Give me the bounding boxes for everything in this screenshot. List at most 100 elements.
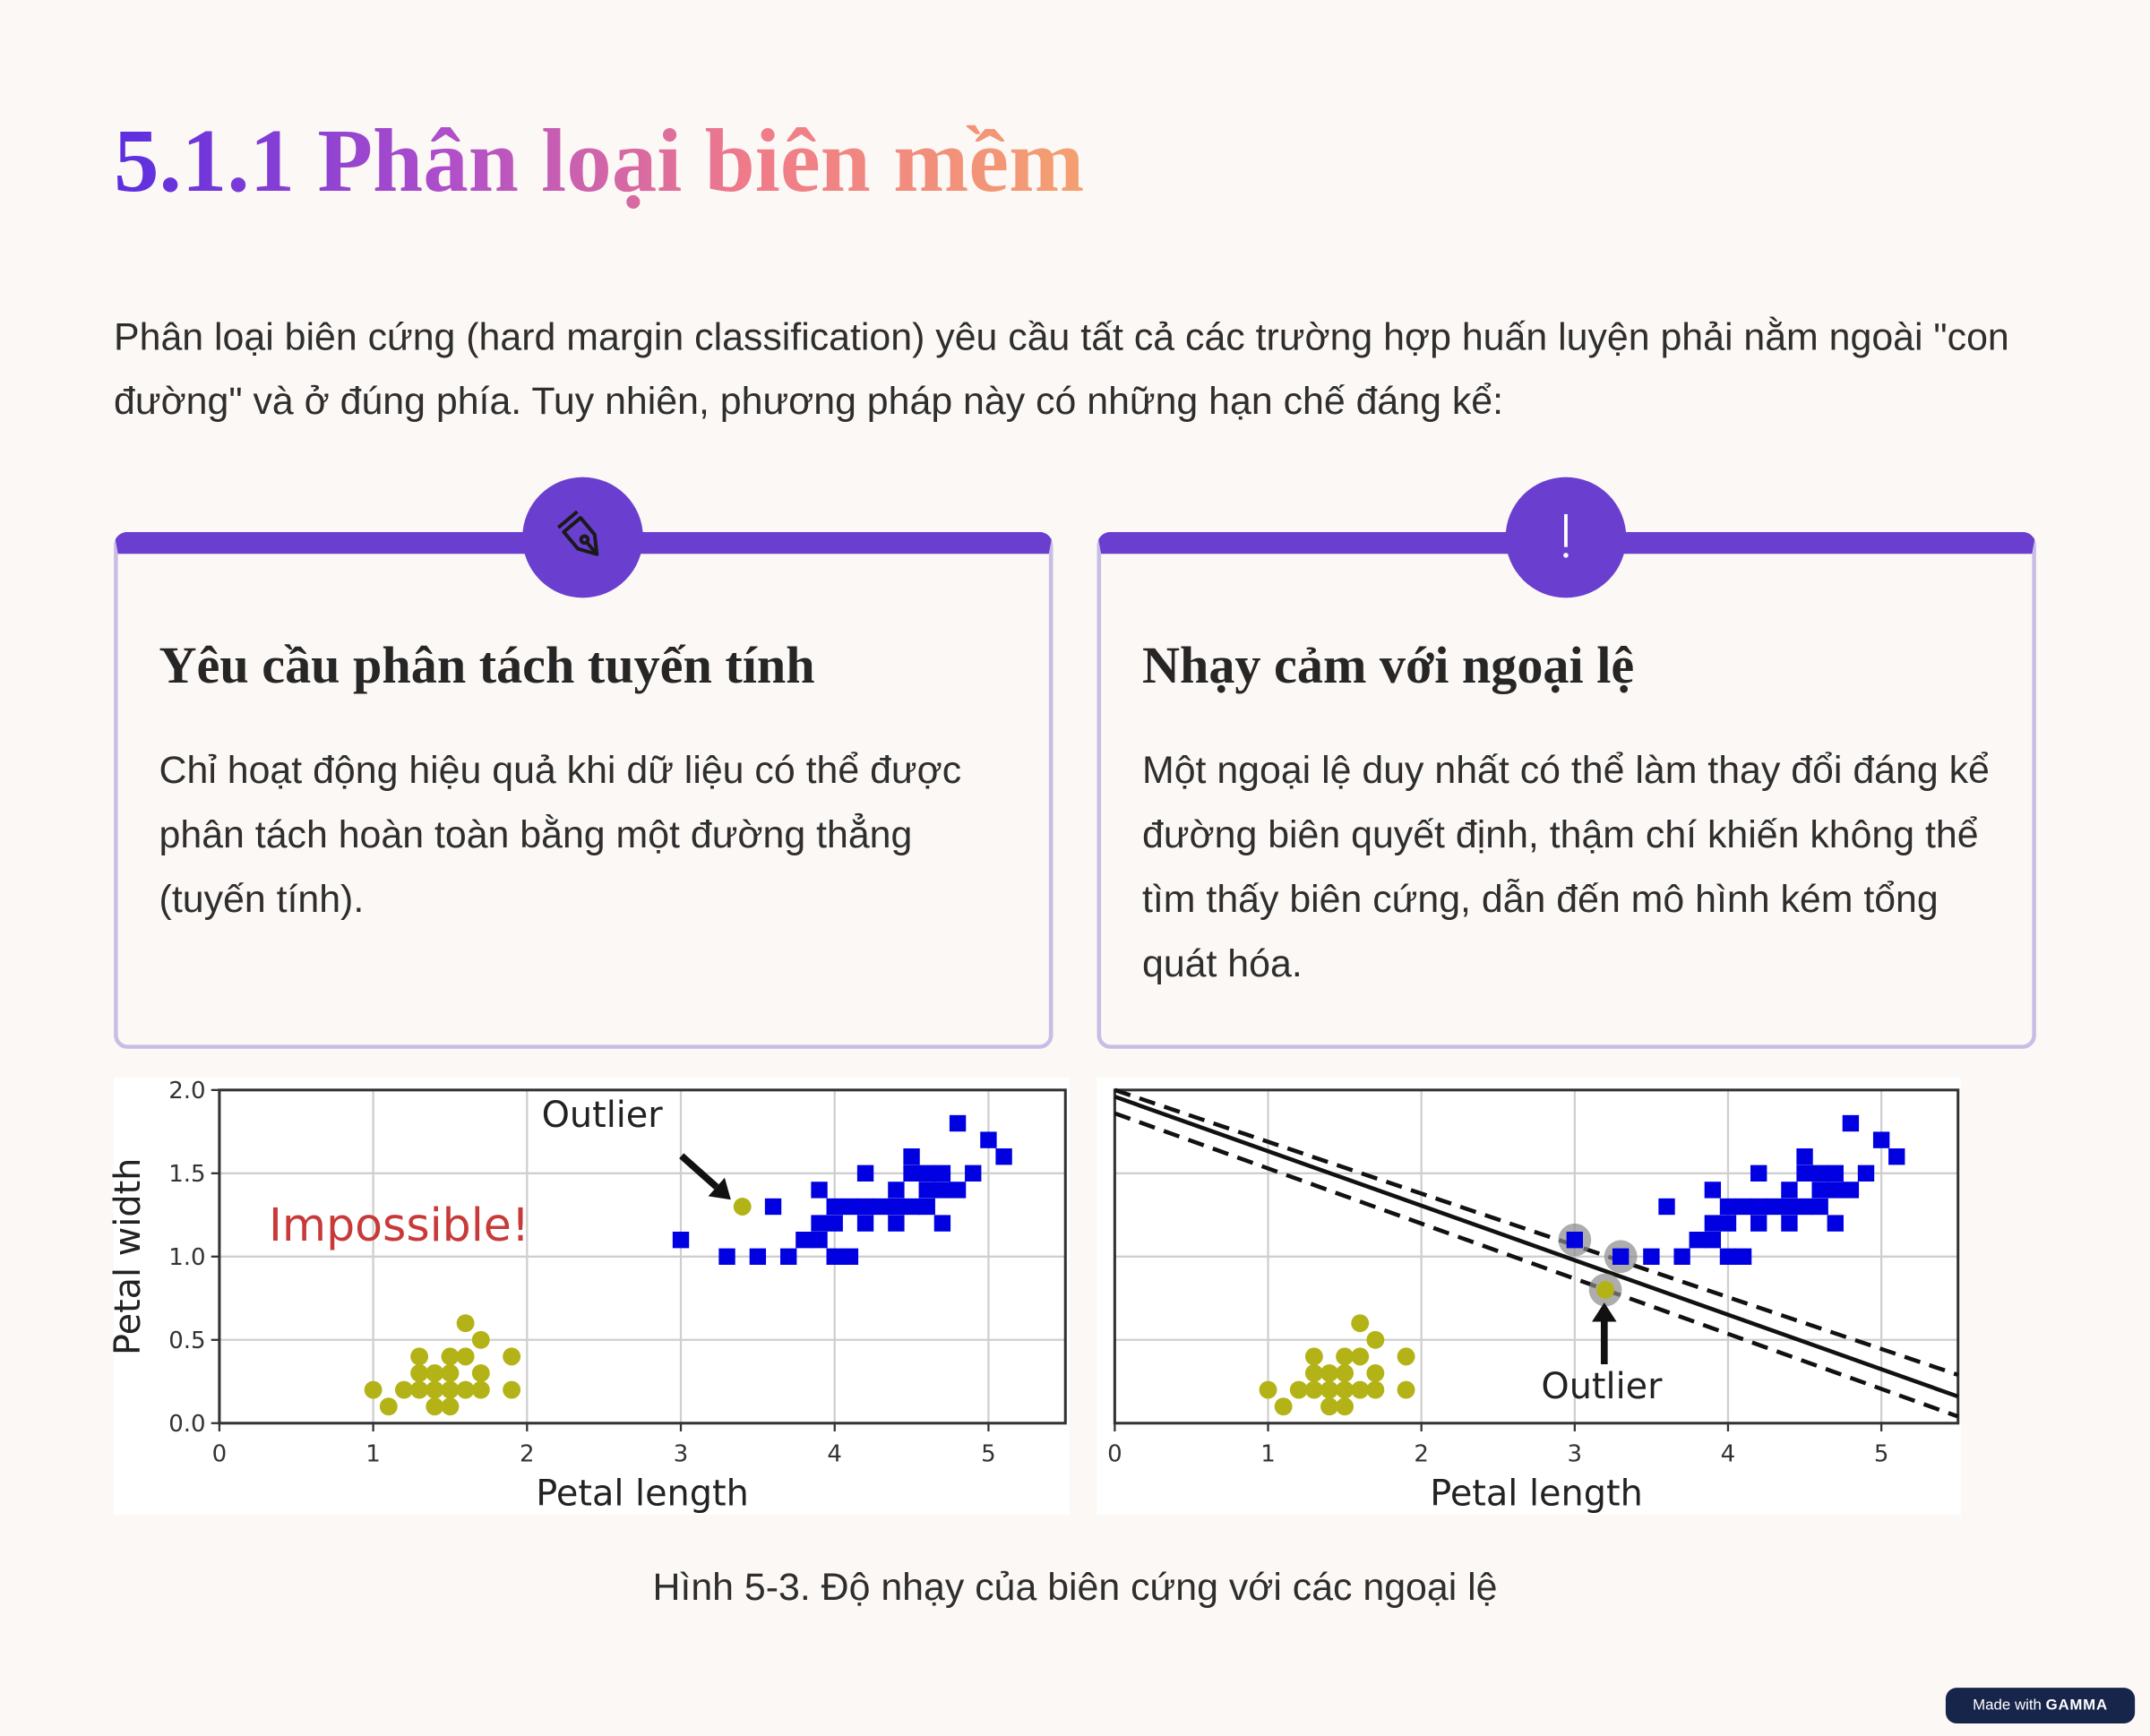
point <box>1336 1347 1354 1366</box>
point <box>471 1380 490 1399</box>
card-icon <box>522 477 643 598</box>
point <box>1704 1215 1722 1232</box>
point <box>426 1397 444 1416</box>
intro-text: Phân loại biên cứng (hard margin classif… <box>114 315 2009 423</box>
point <box>1689 1232 1706 1249</box>
point <box>1320 1397 1338 1416</box>
point <box>1796 1198 1813 1216</box>
point <box>1673 1248 1690 1265</box>
point <box>410 1347 429 1366</box>
point <box>1320 1364 1338 1382</box>
point <box>1781 1182 1798 1199</box>
point <box>888 1215 905 1232</box>
x-tick-label: 0 <box>1107 1441 1122 1468</box>
y-tick-label: 1.5 <box>168 1161 205 1188</box>
point <box>888 1182 905 1199</box>
x-tick-label: 4 <box>827 1441 842 1468</box>
point <box>995 1148 1012 1165</box>
point <box>1857 1164 1875 1182</box>
y-tick-label: 2.0 <box>168 1078 205 1104</box>
point <box>841 1248 859 1265</box>
point <box>1704 1182 1722 1199</box>
point <box>503 1347 521 1366</box>
point <box>410 1380 429 1399</box>
point <box>918 1182 935 1199</box>
point <box>933 1215 951 1232</box>
point <box>888 1198 905 1216</box>
point <box>1304 1364 1323 1382</box>
point <box>1781 1198 1798 1216</box>
x-axis-label: Petal length <box>536 1474 749 1515</box>
point <box>1304 1380 1323 1399</box>
card-icon <box>1505 477 1627 598</box>
point <box>856 1198 874 1216</box>
point <box>1796 1148 1813 1165</box>
point <box>903 1148 920 1165</box>
x-tick-label: 2 <box>1414 1441 1429 1468</box>
point <box>456 1380 475 1399</box>
point <box>826 1198 843 1216</box>
point <box>441 1397 460 1416</box>
card-heading: Yêu cầu phân tách tuyến tính <box>159 637 815 696</box>
point <box>1750 1215 1767 1232</box>
point <box>1397 1380 1415 1399</box>
point <box>1827 1182 1844 1199</box>
point <box>1734 1248 1752 1265</box>
point <box>456 1314 475 1333</box>
card-body: Một ngoại lệ duy nhất có thể làm thay đổ… <box>1141 748 1990 984</box>
point <box>856 1215 874 1232</box>
card-heading: Nhạy cảm với ngoại lệ <box>1141 637 1635 696</box>
figure-caption: Hình 5-3. Độ nhạy của biên cứng với các … <box>652 1565 1498 1609</box>
point <box>1827 1164 1844 1182</box>
point <box>918 1198 935 1216</box>
annotation-arrow <box>679 1153 719 1190</box>
point <box>456 1347 475 1366</box>
y-tick-label: 0.0 <box>168 1411 205 1438</box>
point <box>811 1215 828 1232</box>
point <box>1811 1164 1828 1182</box>
annotation: Outlier <box>542 1095 664 1136</box>
card-body: Chỉ hoạt động hiệu quả khi dữ liệu có th… <box>159 748 962 921</box>
point <box>764 1198 782 1216</box>
title: 5.1.1 Phân loại biên mềm <box>114 107 1084 216</box>
x-tick-label: 5 <box>981 1441 996 1468</box>
point <box>1719 1248 1737 1265</box>
point <box>1704 1232 1722 1249</box>
point <box>933 1182 951 1199</box>
point <box>1766 1198 1783 1216</box>
point <box>1320 1380 1338 1399</box>
point <box>1719 1198 1737 1216</box>
point <box>1304 1347 1323 1366</box>
point <box>441 1347 460 1366</box>
point <box>672 1232 690 1249</box>
point <box>1366 1380 1385 1399</box>
point <box>1811 1182 1828 1199</box>
point <box>471 1364 490 1382</box>
point <box>873 1198 890 1216</box>
point <box>1366 1330 1385 1349</box>
point <box>826 1248 843 1265</box>
badge-text: Made with <box>1973 1697 2042 1715</box>
point <box>1351 1380 1370 1399</box>
y-tick-label: 1.0 <box>168 1244 205 1271</box>
made-with-badge[interactable]: Made with GAMMA <box>1945 1688 2136 1723</box>
boundary-line <box>1114 1095 1959 1399</box>
point <box>364 1380 383 1399</box>
point <box>1872 1131 1890 1148</box>
point <box>965 1164 982 1182</box>
x-tick-label: 3 <box>1568 1441 1583 1468</box>
point <box>949 1114 967 1132</box>
point <box>1842 1114 1860 1132</box>
point <box>980 1131 997 1148</box>
point <box>441 1380 460 1399</box>
point <box>1643 1248 1660 1265</box>
point <box>1336 1380 1354 1399</box>
x-tick-label: 0 <box>212 1441 228 1468</box>
boundary-line <box>1114 1111 1959 1419</box>
point <box>1811 1198 1828 1216</box>
point <box>1351 1347 1370 1366</box>
point <box>471 1330 490 1349</box>
point <box>1566 1232 1584 1249</box>
annotation: Outlier <box>1541 1366 1663 1407</box>
